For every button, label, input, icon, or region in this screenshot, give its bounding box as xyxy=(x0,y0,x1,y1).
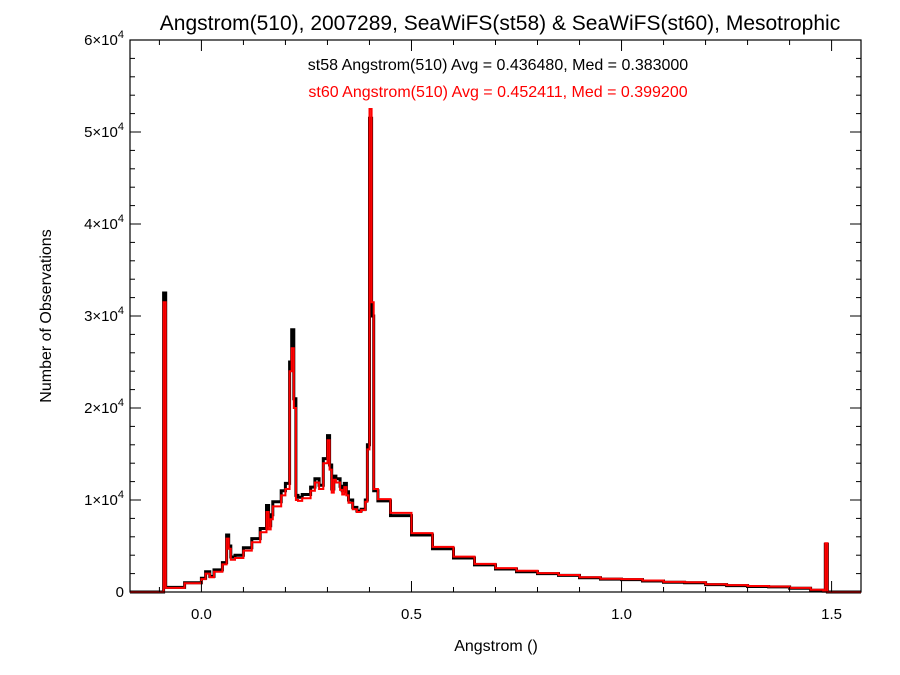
y-tick-label: 3×104 xyxy=(84,305,124,325)
y-tick-label: 1×104 xyxy=(84,489,124,509)
y-tick-label: 2×104 xyxy=(84,397,124,417)
ticks-layer: 0.0 0.5 1.0 1.5 0 1×104 2×104 3×104 4×104 5×104 6×… xyxy=(84,29,861,623)
y-tick-label: 6×104 xyxy=(84,29,124,49)
x-tick-label: 0.5 xyxy=(401,606,422,623)
plot-frame xyxy=(129,39,862,593)
x-tick-label: 1.0 xyxy=(611,606,632,623)
series-st60-line xyxy=(130,108,861,593)
x-tick-label: 1.5 xyxy=(821,606,842,623)
y-tick-label: 0 xyxy=(116,584,124,601)
annotation-st58: st58 Angstrom(510) Avg = 0.436480, Med =… xyxy=(308,57,689,74)
annotation-st60: st60 Angstrom(510) Avg = 0.452411, Med =… xyxy=(308,84,687,101)
y-tick-label: 4×104 xyxy=(84,213,124,233)
series-layer xyxy=(130,108,861,594)
series-st58-line xyxy=(130,116,861,594)
x-axis-label: Angstrom () xyxy=(454,638,538,655)
x-tick-label: 0.0 xyxy=(191,606,212,623)
chart-title: Angstrom(510), 2007289, SeaWiFS(st58) & … xyxy=(160,12,840,35)
y-tick-label: 5×104 xyxy=(84,121,124,141)
y-axis-label: Number of Observations xyxy=(38,229,55,402)
